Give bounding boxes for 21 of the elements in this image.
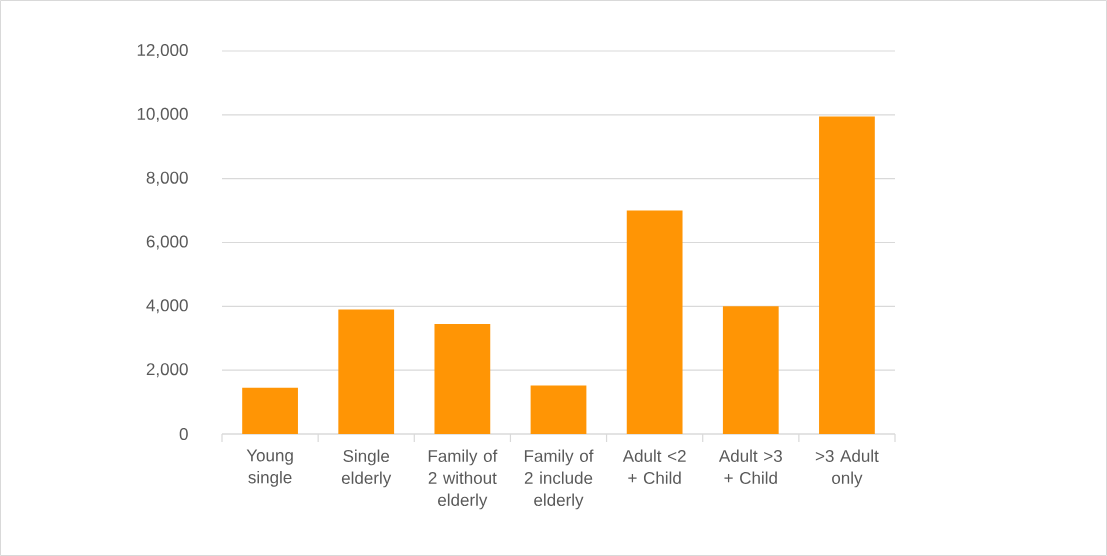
x-tick-label: Family of 2 include elderly — [524, 449, 594, 510]
bar — [338, 309, 395, 434]
bar — [819, 116, 875, 434]
x-tick-label: Young single — [246, 449, 293, 487]
y-tick-label: 6,000 — [146, 235, 188, 250]
y-tick-label: 4,000 — [146, 299, 188, 314]
bar — [626, 210, 683, 434]
x-tick-label: Adult >3 + Child — [718, 449, 782, 485]
x-tick-label: Family of 2 without elderly — [428, 449, 498, 510]
bar — [434, 323, 491, 434]
x-tick-label: >3 Adult only — [815, 449, 879, 488]
x-tick-label: Single elderly — [341, 449, 392, 488]
bar — [722, 306, 779, 434]
bar — [530, 385, 587, 434]
y-tick-label: 10,000 — [137, 107, 188, 122]
y-tick-label: 8,000 — [146, 171, 188, 186]
bar — [242, 387, 298, 434]
y-tick-label: 0 — [179, 427, 188, 441]
y-tick-label: 2,000 — [146, 363, 188, 378]
y-tick-label: 12,000 — [137, 43, 188, 59]
x-tick-label: Adult <2 + Child — [622, 449, 686, 485]
